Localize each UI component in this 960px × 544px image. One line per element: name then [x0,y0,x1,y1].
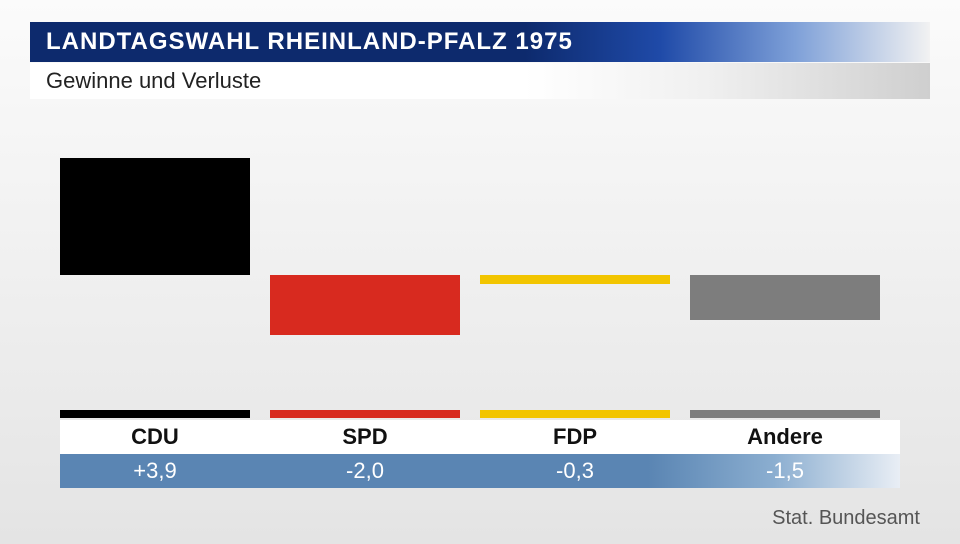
page-subtitle: Gewinne und Verluste [46,68,261,94]
party-label: SPD [270,420,460,454]
subtitle-bar: Gewinne und Verluste [30,63,930,99]
bar-fdp [480,275,670,284]
bar-column [480,130,670,410]
chart-container: LANDTAGSWAHL RHEINLAND-PFALZ 1975 Gewinn… [0,0,960,544]
value-label: -1,5 [690,454,880,488]
color-strip [690,410,880,418]
bar-spd [270,275,460,335]
bar-column [270,130,460,410]
bar-column [690,130,880,410]
page-title: LANDTAGSWAHL RHEINLAND-PFALZ 1975 [46,28,573,56]
color-strip [60,410,250,418]
color-strip [480,410,670,418]
title-bar: LANDTAGSWAHL RHEINLAND-PFALZ 1975 [30,22,930,62]
party-label: CDU [60,420,250,454]
data-source: Stat. Bundesamt [772,507,920,530]
value-row: +3,9 -2,0 -0,3 -1,5 [60,454,900,488]
bar-andere [690,275,880,320]
value-label: -2,0 [270,454,460,488]
chart-plot-area [60,130,900,410]
color-strip [270,410,460,418]
bar-cdu [60,158,250,275]
axis-row: CDU SPD FDP Andere +3,9 -2,0 -0,3 -1,5 [60,410,900,500]
value-label: -0,3 [480,454,670,488]
value-label: +3,9 [60,454,250,488]
party-label-row: CDU SPD FDP Andere [60,420,900,454]
party-label: Andere [690,420,880,454]
party-label: FDP [480,420,670,454]
bar-column [60,130,250,410]
